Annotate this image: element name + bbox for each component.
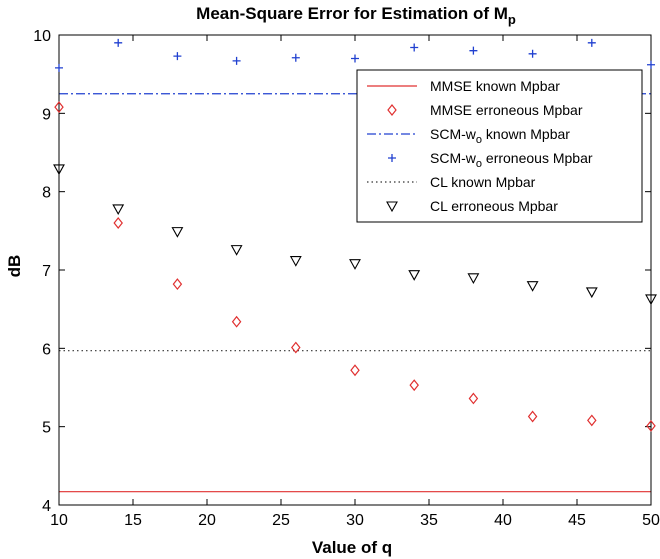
data-point-diamond — [409, 379, 419, 392]
x-tick-label: 15 — [124, 512, 142, 529]
data-point-plus — [114, 38, 123, 47]
legend-marker-3 — [388, 154, 396, 162]
data-point-triangle-down — [585, 287, 598, 299]
data-point-diamond — [468, 392, 479, 405]
y-tick-label: 9 — [42, 106, 51, 123]
legend: MMSE known Mpbar MMSE erroneous Mpbar SCM-… — [356, 69, 643, 223]
data-point-plus — [528, 49, 537, 58]
data-point-triangle-down — [349, 259, 361, 270]
data-point-diamond — [350, 364, 360, 377]
data-point-plus — [351, 54, 359, 63]
data-point-triangle-down — [53, 164, 65, 176]
legend-label-3: SCM-wo erroneous Mpbar — [430, 150, 593, 170]
x-axis-title: Value of q — [312, 538, 392, 557]
x-tick-label: 45 — [568, 512, 586, 529]
x-tick-label: 10 — [50, 512, 68, 529]
data-point-triangle-down — [526, 281, 539, 292]
legend-label-1: MMSE erroneous Mpbar — [430, 102, 583, 118]
data-point-diamond — [54, 101, 64, 114]
data-point-diamond — [646, 419, 656, 432]
x-tick-label: 50 — [642, 512, 660, 529]
y-tick-label: 8 — [42, 185, 51, 202]
data-point-plus — [647, 60, 655, 69]
data-point-plus — [173, 52, 182, 61]
data-point-plus — [55, 63, 63, 72]
data-point-triangle-down — [289, 256, 302, 267]
data-point-plus — [587, 38, 596, 47]
legend-box — [356, 69, 643, 223]
data-point-diamond — [113, 217, 123, 229]
x-tick-label: 40 — [494, 512, 512, 529]
y-tick-label: 6 — [42, 341, 51, 358]
data-point-diamond — [231, 315, 242, 328]
data-point-diamond — [587, 414, 597, 427]
data-point-plus — [232, 56, 241, 65]
legend-label-2: SCM-wo known Mpbar — [430, 126, 570, 146]
y-tick-label: 4 — [42, 498, 51, 515]
y-tick-label: 5 — [42, 420, 51, 437]
data-point-diamond — [172, 278, 183, 291]
data-point-plus — [469, 46, 478, 55]
data-point-diamond — [291, 341, 301, 354]
x-tick-label: 30 — [346, 512, 364, 529]
x-tick-label: 20 — [198, 512, 216, 529]
data-point-triangle-down — [408, 270, 421, 281]
legend-label-0: MMSE known Mpbar — [430, 78, 560, 94]
data-point-plus — [291, 53, 300, 62]
data-point-triangle-down — [645, 294, 657, 306]
data-point-diamond — [527, 410, 538, 423]
legend-label-5: CL erroneous Mpbar — [430, 198, 558, 214]
data-point-plus — [410, 43, 419, 52]
x-tick-label: 25 — [272, 512, 290, 529]
y-axis-title: dB — [5, 255, 24, 278]
legend-label-4: CL known Mpbar — [430, 174, 536, 190]
x-tick-label: 35 — [420, 512, 438, 529]
data-point-triangle-down — [467, 273, 480, 284]
legend-marker-1 — [387, 104, 397, 116]
y-tick-label: 7 — [42, 263, 51, 280]
legend-marker-5 — [386, 201, 398, 213]
data-point-triangle-down — [171, 227, 184, 238]
y-tick-label: 10 — [33, 28, 51, 45]
data-point-triangle-down — [230, 245, 243, 256]
data-point-triangle-down — [112, 204, 125, 216]
chart-title: Mean-Square Error for Estimation of Mp — [196, 4, 516, 27]
